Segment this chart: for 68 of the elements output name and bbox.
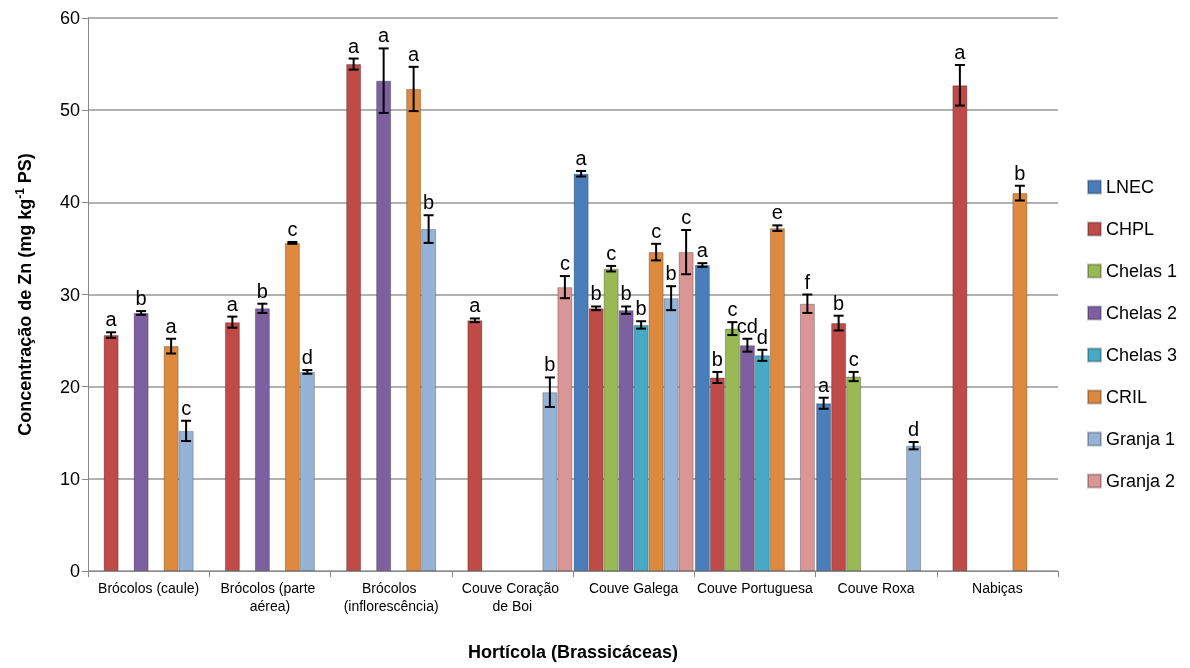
legend-label: LNEC	[1105, 177, 1154, 197]
data-label: c	[681, 205, 692, 228]
data-label: b	[833, 291, 845, 314]
data-label: c	[848, 347, 859, 370]
x-tick-label: Couve Coração de Boi	[461, 580, 563, 614]
data-label: c	[651, 219, 662, 242]
x-tick-label: Couve Portuguesa	[696, 580, 814, 596]
data-label: b	[665, 262, 677, 285]
data-label: a	[348, 34, 361, 57]
data-label: a	[954, 41, 967, 64]
data-label: f	[804, 270, 811, 293]
data-label: b	[620, 282, 632, 305]
y-axis-title: Concentração de Zn (mg kg-1 PS)	[13, 153, 35, 436]
y-tick-label: 20	[59, 376, 80, 397]
data-label: cd	[736, 314, 758, 337]
data-label: a	[469, 294, 482, 317]
bar	[224, 322, 240, 571]
x-axis-title: Hortícola (Brassicáceas)	[467, 642, 679, 662]
data-label: d	[756, 325, 768, 348]
data-label: a	[105, 308, 118, 331]
y-tick-label: 40	[59, 192, 80, 213]
data-label: b	[135, 287, 147, 310]
bar	[467, 320, 483, 571]
data-label: c	[606, 241, 617, 264]
data-label: b	[1014, 161, 1026, 184]
bar	[346, 64, 362, 571]
data-label: a	[378, 24, 391, 47]
data-label: b	[423, 191, 435, 214]
legend-label: CRIL	[1105, 387, 1147, 407]
data-label: b	[256, 279, 268, 302]
data-label: d	[908, 417, 920, 440]
data-label: b	[635, 297, 647, 320]
x-tick-label: Brócolos (caule)	[98, 580, 200, 596]
legend-label: Chelas 3	[1105, 345, 1177, 365]
y-tick-label: 50	[59, 100, 80, 121]
data-label: a	[575, 147, 588, 169]
x-tick-label: Couve Galega	[588, 580, 679, 596]
legend-label: Chelas 1	[1105, 261, 1177, 281]
y-tick-label: 30	[59, 284, 80, 305]
y-tick-label: 60	[59, 8, 80, 28]
data-label: e	[771, 201, 783, 224]
data-label: d	[301, 346, 313, 369]
data-label: a	[408, 42, 421, 65]
y-tick-label: 0	[69, 561, 80, 581]
x-tick-label: Nabiças	[972, 580, 1023, 596]
x-tick-label: Brócolos (inflorescência)	[343, 580, 439, 614]
data-label: b	[544, 353, 556, 376]
bar	[906, 445, 922, 571]
data-label: a	[165, 314, 178, 337]
data-label: c	[727, 298, 738, 321]
data-label: a	[818, 373, 831, 396]
data-label: c	[559, 252, 570, 275]
data-label: a	[226, 292, 239, 315]
legend-label: Granja 1	[1105, 429, 1175, 449]
legend-label: CHPL	[1105, 219, 1154, 239]
bar	[254, 308, 270, 571]
bar	[133, 312, 149, 571]
x-tick-label: Brócolos (parte aérea)	[220, 580, 320, 614]
legend-label: Chelas 2	[1105, 303, 1177, 323]
data-label: b	[711, 347, 723, 370]
data-label: a	[696, 239, 709, 262]
x-tick-label: Couve Roxa	[837, 580, 915, 596]
bar	[103, 335, 119, 571]
y-tick-label: 10	[59, 468, 80, 489]
data-label: b	[590, 282, 602, 305]
legend-label: Granja 2	[1105, 471, 1175, 491]
data-label: c	[287, 217, 298, 240]
data-label: c	[181, 396, 192, 419]
